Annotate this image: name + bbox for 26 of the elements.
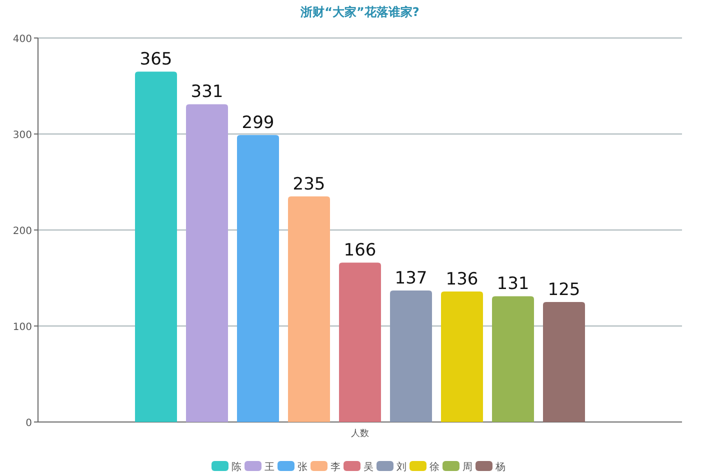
data-label: 136 — [446, 269, 478, 290]
y-tick-label: 400 — [12, 34, 32, 45]
y-tick-label: 0 — [26, 418, 32, 429]
legend-label: 杨 — [494, 461, 506, 473]
data-label: 365 — [140, 50, 172, 70]
data-label: 331 — [190, 82, 224, 102]
data-label: 166 — [344, 240, 376, 261]
legend-label: 张 — [298, 461, 308, 473]
legend-label: 李 — [330, 461, 340, 473]
y-tick-label: 300 — [12, 130, 32, 141]
data-label: 137 — [394, 268, 428, 288]
y-tick-label: 100 — [12, 322, 32, 333]
legend-label: 王 — [264, 462, 274, 473]
chart-title: 浙财“大家”花落谁家? — [300, 5, 420, 19]
legend-label: 周 — [462, 462, 472, 473]
data-label: 131 — [496, 274, 530, 294]
legend-label: 吴 — [364, 462, 374, 473]
legend-label: 刘 — [396, 461, 406, 473]
legend-label: 徐 — [430, 461, 440, 473]
data-label: 235 — [292, 174, 326, 194]
bar — [543, 302, 585, 422]
legend-label: 陈 — [232, 461, 242, 473]
data-label: 125 — [548, 280, 580, 300]
data-label: 299 — [242, 112, 274, 133]
x-tick-label: 人数 — [351, 428, 369, 439]
y-tick-label: 200 — [12, 226, 32, 237]
